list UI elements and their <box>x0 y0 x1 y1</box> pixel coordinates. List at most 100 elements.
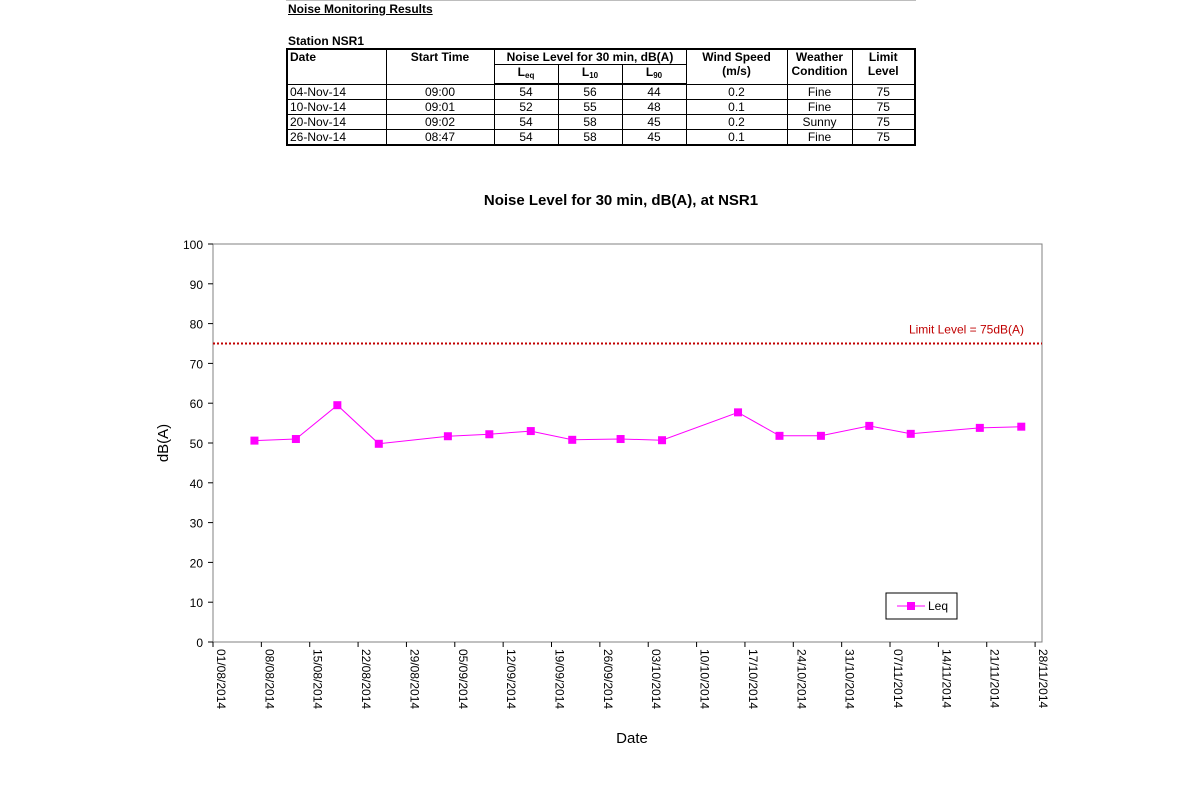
cell-wind-speed: 0.2 <box>685 83 788 100</box>
header-date: Date <box>286 48 387 85</box>
report-title: Noise Monitoring Results <box>288 2 433 16</box>
cell-start-time: 09:02 <box>385 114 495 130</box>
data-point <box>443 432 452 441</box>
header-start-time: Start Time <box>385 48 495 85</box>
y-tick-label: 50 <box>190 437 204 451</box>
x-tick-label: 15/08/2014 <box>311 649 325 709</box>
cell-l90: 44 <box>621 83 687 100</box>
limit-level-line-group: Limit Level = 75dB(A) <box>213 323 1042 345</box>
x-axis-label: Date <box>616 730 648 747</box>
header-limit-line2: Level <box>867 64 899 78</box>
data-point <box>865 421 874 430</box>
x-tick-label: 03/10/2014 <box>649 649 663 709</box>
y-axis: 0 10 20 30 40 50 60 70 80 90 100 <box>183 238 213 650</box>
x-tick-label: 19/09/2014 <box>553 649 567 709</box>
chart-title: Noise Level for 30 min, dB(A), at NSR1 <box>484 192 758 209</box>
top-border-line <box>286 0 916 1</box>
cell-date: 20-Nov-14 <box>286 114 387 130</box>
x-tick-label: 22/08/2014 <box>359 649 373 709</box>
y-tick-label: 100 <box>183 238 203 252</box>
x-tick-label: 28/11/2014 <box>1036 649 1050 708</box>
cell-weather: Sunny <box>786 114 853 130</box>
data-point <box>250 436 259 445</box>
cell-wind-speed: 0.1 <box>685 129 788 146</box>
y-tick-label: 20 <box>190 556 204 570</box>
cell-limit: 75 <box>851 114 916 130</box>
header-limit-level: Limit Level <box>851 48 916 85</box>
cell-date: 10-Nov-14 <box>286 99 387 115</box>
data-point <box>975 423 984 432</box>
y-tick-label: 0 <box>196 636 203 650</box>
cell-leq: 54 <box>493 114 559 130</box>
header-leq-main: L <box>517 65 525 79</box>
legend-label: Leq <box>928 599 948 613</box>
header-l90-main: L <box>645 65 654 79</box>
y-axis-label: dB(A) <box>155 424 172 462</box>
header-weather-condition: Weather Condition <box>786 48 853 85</box>
x-tick-label: 10/10/2014 <box>698 649 712 709</box>
data-point <box>906 429 915 438</box>
plot-area <box>212 243 1043 643</box>
x-tick-label: 05/09/2014 <box>456 649 470 709</box>
cell-weather: Fine <box>786 129 853 146</box>
cell-date: 04-Nov-14 <box>286 83 387 100</box>
data-point <box>658 436 667 445</box>
y-tick-label: 60 <box>190 397 204 411</box>
y-tick-label: 80 <box>190 318 204 332</box>
data-point <box>568 435 577 444</box>
header-wind-speed: Wind Speed (m/s) <box>685 48 788 85</box>
y-tick-label: 70 <box>190 357 204 371</box>
header-wind-speed-line2: (m/s) <box>722 64 751 78</box>
y-tick-label: 10 <box>190 596 204 610</box>
x-tick-label: 24/10/2014 <box>794 649 808 709</box>
y-tick-label: 40 <box>190 477 204 491</box>
data-point <box>333 401 342 410</box>
x-tick-label: 21/11/2014 <box>988 649 1002 708</box>
data-point <box>775 431 784 440</box>
header-l10: L10 <box>557 64 623 85</box>
x-tick-label: 29/08/2014 <box>407 649 421 709</box>
data-point <box>485 430 494 439</box>
header-weather-line2: Condition <box>791 64 848 78</box>
cell-limit: 75 <box>851 83 916 100</box>
cell-leq: 54 <box>493 83 559 100</box>
table-row: 04-Nov-14 09:00 54 56 44 0.2 Fine 75 <box>286 83 916 100</box>
data-point <box>374 439 383 448</box>
legend: Leq <box>885 592 958 620</box>
data-point <box>1017 422 1026 431</box>
header-l10-main: L <box>581 65 590 79</box>
data-point <box>616 435 625 444</box>
cell-start-time: 08:47 <box>385 129 495 146</box>
cell-date: 26-Nov-14 <box>286 129 387 146</box>
legend-marker <box>907 602 915 610</box>
header-l10-sub: 10 <box>589 71 599 80</box>
x-tick-label: 26/09/2014 <box>601 649 615 709</box>
cell-limit: 75 <box>851 129 916 146</box>
noise-results-table: Date Start Time Noise Level for 30 min, … <box>286 48 916 146</box>
header-limit-line1: Limit <box>868 50 898 64</box>
header-l90-sub: 90 <box>653 71 663 80</box>
x-tick-label: 08/08/2014 <box>262 649 276 709</box>
x-axis: 01/08/2014 08/08/2014 15/08/2014 22/08/2014… <box>212 642 1050 709</box>
station-label: Station NSR1 <box>288 34 365 48</box>
data-point <box>734 408 743 417</box>
table-row: 26-Nov-14 08:47 54 58 45 0.1 Fine 75 <box>286 129 916 146</box>
header-leq-sub: eq <box>525 71 535 80</box>
x-tick-label: 01/08/2014 <box>214 649 228 709</box>
table-row: 20-Nov-14 09:02 54 58 45 0.2 Sunny 75 <box>286 114 916 130</box>
cell-wind-speed: 0.2 <box>685 114 788 130</box>
data-point <box>291 435 300 444</box>
x-tick-label: 31/10/2014 <box>843 649 857 709</box>
x-tick-label: 17/10/2014 <box>746 649 760 709</box>
limit-level-label: Limit Level = 75dB(A) <box>909 323 1024 337</box>
data-point <box>816 431 825 440</box>
y-tick-label: 30 <box>190 517 204 531</box>
cell-weather: Fine <box>786 99 853 115</box>
cell-l90: 45 <box>621 129 687 146</box>
x-tick-label: 12/09/2014 <box>504 649 518 709</box>
cell-l10: 58 <box>557 114 623 130</box>
x-tick-label: 14/11/2014 <box>939 649 953 708</box>
series-leq <box>250 401 1026 448</box>
header-wind-speed-line1: Wind Speed <box>702 50 771 64</box>
